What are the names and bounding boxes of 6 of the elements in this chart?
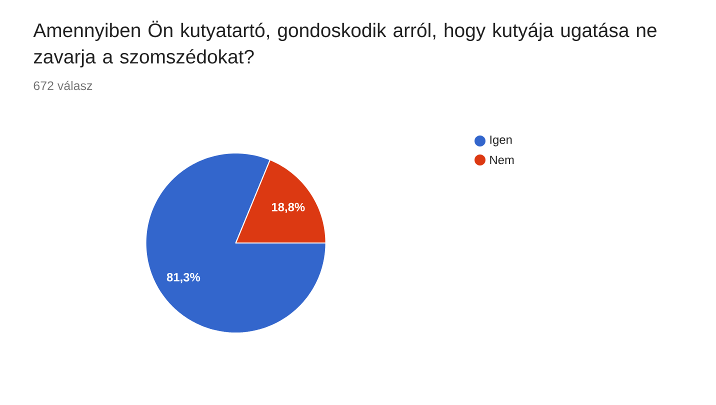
chart-subtitle: 672 válasz <box>34 80 92 90</box>
data-label: 18,8% <box>272 202 305 214</box>
legend-label: Igen <box>490 136 512 146</box>
legend-label: Nem <box>490 156 514 164</box>
data-label: 81,3% <box>166 272 200 284</box>
chart-title: Amennyiben Ön kutyatartó, gondoskodik arról, hogy kutyája ugatása ne zavarja a szomszédokat? <box>33 20 656 68</box>
